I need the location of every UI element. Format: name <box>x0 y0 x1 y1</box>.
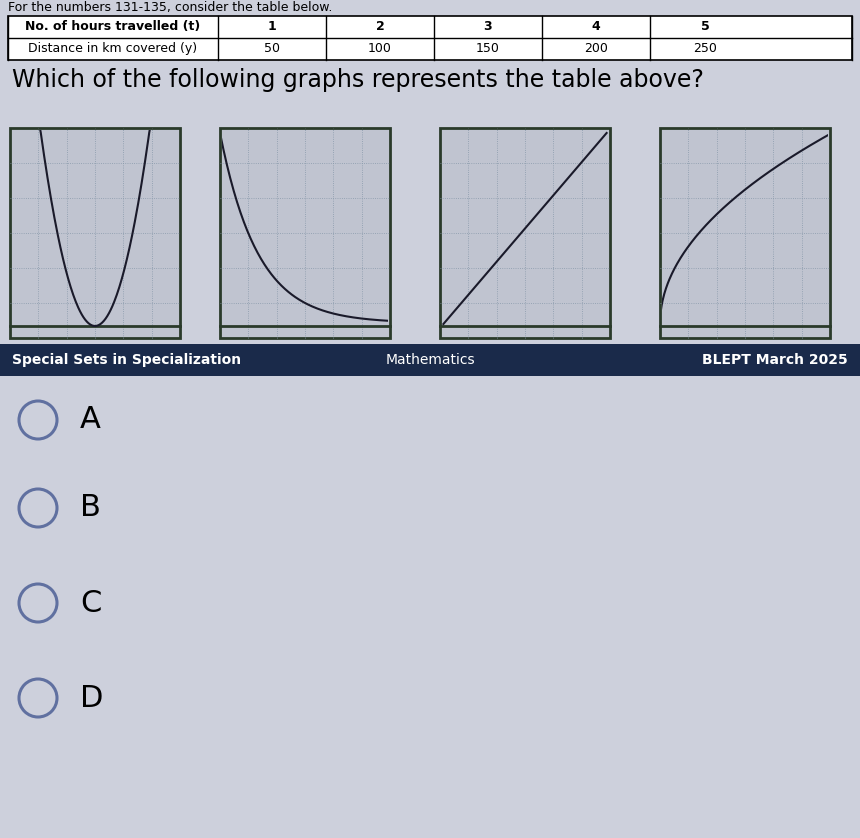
Text: C: C <box>80 588 101 618</box>
Text: B.: B. <box>295 356 315 375</box>
Text: 150: 150 <box>476 43 500 55</box>
Text: C.: C. <box>515 356 535 375</box>
Bar <box>440 128 610 338</box>
Bar <box>220 128 390 338</box>
Text: 100: 100 <box>368 43 392 55</box>
Text: Distance in km covered (y): Distance in km covered (y) <box>28 43 198 55</box>
Text: 250: 250 <box>693 43 717 55</box>
Bar <box>0 344 860 376</box>
Text: D.: D. <box>734 356 756 375</box>
Text: No. of hours travelled (t): No. of hours travelled (t) <box>26 20 200 34</box>
Text: A: A <box>80 406 101 434</box>
Text: BLEPT March 2025: BLEPT March 2025 <box>703 353 848 367</box>
Text: For the numbers 131-135, consider the table below.: For the numbers 131-135, consider the ta… <box>8 1 332 14</box>
Text: Special Sets in Specialization: Special Sets in Specialization <box>12 353 241 367</box>
Text: 50: 50 <box>264 43 280 55</box>
Bar <box>660 128 830 338</box>
Text: Mathematics: Mathematics <box>385 353 475 367</box>
Text: A.: A. <box>85 356 105 375</box>
Text: 1: 1 <box>267 20 276 34</box>
Text: D: D <box>80 684 103 712</box>
Text: 4: 4 <box>592 20 600 34</box>
Text: 5: 5 <box>701 20 710 34</box>
Text: Which of the following graphs represents the table above?: Which of the following graphs represents… <box>12 68 703 92</box>
Text: B: B <box>80 494 101 523</box>
Text: 3: 3 <box>483 20 492 34</box>
Text: 200: 200 <box>584 43 608 55</box>
Bar <box>8 16 852 60</box>
Text: 2: 2 <box>376 20 384 34</box>
Bar <box>10 128 180 338</box>
